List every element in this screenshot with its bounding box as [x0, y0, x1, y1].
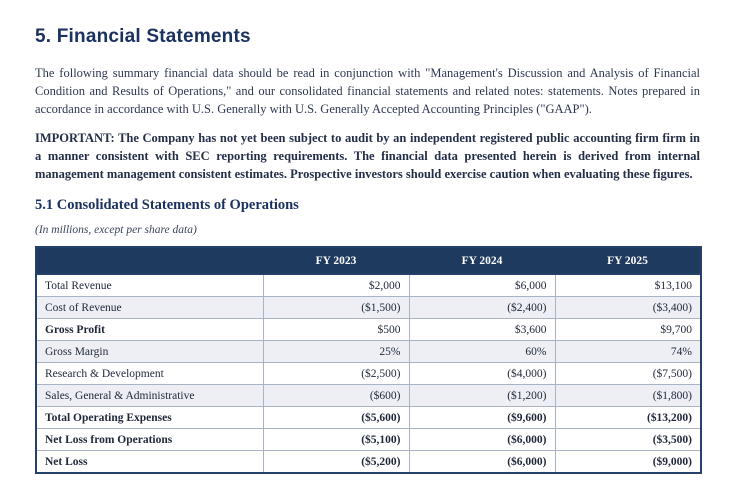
cell-value: ($2,400) — [408, 296, 555, 319]
table-row-total-revenue: Total Revenue $2,000 $6,000 $13,100 — [36, 273, 701, 297]
cell-value: 74% — [554, 340, 701, 363]
cell-value: 25% — [262, 340, 409, 363]
cell-value: ($13,200) — [554, 406, 701, 429]
important-text: The Company has not yet been subject to … — [35, 131, 701, 181]
cell-value: ($5,100) — [262, 428, 409, 451]
cell-value: ($7,500) — [554, 362, 701, 385]
important-paragraph: IMPORTANT: The Company has not yet been … — [35, 129, 700, 183]
section-heading: 5.1 Consolidated Statements of Operation… — [35, 197, 299, 213]
cell-value: $2,000 — [262, 273, 409, 297]
cell-value: ($600) — [262, 384, 409, 407]
row-label: Cost of Revenue — [36, 296, 263, 319]
column-header-fy2023: FY 2023 — [263, 247, 409, 275]
table-row-net-loss: Net Loss ($5,200) ($6,000) ($9,000) — [36, 450, 701, 473]
cell-value: ($4,000) — [408, 362, 555, 385]
row-label: Total Revenue — [36, 273, 263, 297]
cell-value: ($5,200) — [262, 450, 409, 473]
table-header-row: FY 2023 FY 2024 FY 2025 — [36, 247, 701, 275]
table-row-gross-profit: Gross Profit $500 $3,600 $9,700 — [36, 318, 701, 341]
important-label: IMPORTANT: — [35, 131, 115, 145]
cell-value: ($2,500) — [262, 362, 409, 385]
table-row-gross-margin: Gross Margin 25% 60% 74% — [36, 340, 701, 363]
cell-value: ($5,600) — [262, 406, 409, 429]
column-header-fy2025: FY 2025 — [555, 247, 701, 275]
row-label: Gross Margin — [36, 340, 263, 363]
cell-value: ($1,500) — [262, 296, 409, 319]
cell-value: $3,600 — [408, 318, 555, 341]
financial-statements-table: FY 2023 FY 2024 FY 2025 Total Revenue $2… — [35, 246, 702, 474]
cell-value: $13,100 — [554, 273, 701, 297]
cell-value: $6,000 — [408, 273, 555, 297]
cell-value: ($3,500) — [554, 428, 701, 451]
page-title: 5. Financial Statements — [35, 26, 251, 47]
column-header-blank — [36, 247, 263, 275]
intro-paragraph: The following summary financial data sho… — [35, 66, 700, 116]
row-label: Total Operating Expenses — [36, 406, 263, 429]
cell-value: $9,700 — [554, 318, 701, 341]
cell-value: $500 — [262, 318, 409, 341]
cell-value: ($1,200) — [408, 384, 555, 407]
row-label: Research & Development — [36, 362, 263, 385]
cell-value: ($1,800) — [554, 384, 701, 407]
cell-value: 60% — [408, 340, 555, 363]
row-label: Net Loss from Operations — [36, 428, 263, 451]
row-label: Sales, General & Administrative — [36, 384, 263, 407]
units-note: (In millions, except per share data) — [35, 224, 197, 236]
cell-value: ($6,000) — [408, 428, 555, 451]
column-header-fy2024: FY 2024 — [409, 247, 555, 275]
table-row-cost-of-revenue: Cost of Revenue ($1,500) ($2,400) ($3,40… — [36, 296, 701, 319]
table-row-sales-general-administrative: Sales, General & Administrative ($600) (… — [36, 384, 701, 407]
row-label: Gross Profit — [36, 318, 263, 341]
table-row-net-loss-from-operations: Net Loss from Operations ($5,100) ($6,00… — [36, 428, 701, 451]
cell-value: ($3,400) — [554, 296, 701, 319]
row-label: Net Loss — [36, 450, 263, 473]
table-row-research-development: Research & Development ($2,500) ($4,000)… — [36, 362, 701, 385]
cell-value: ($6,000) — [408, 450, 555, 473]
cell-value: ($9,000) — [554, 450, 701, 473]
cell-value: ($9,600) — [408, 406, 555, 429]
table-row-total-operating-expenses: Total Operating Expenses ($5,600) ($9,60… — [36, 406, 701, 429]
page-content: 5. Financial Statements The following su… — [35, 26, 702, 474]
